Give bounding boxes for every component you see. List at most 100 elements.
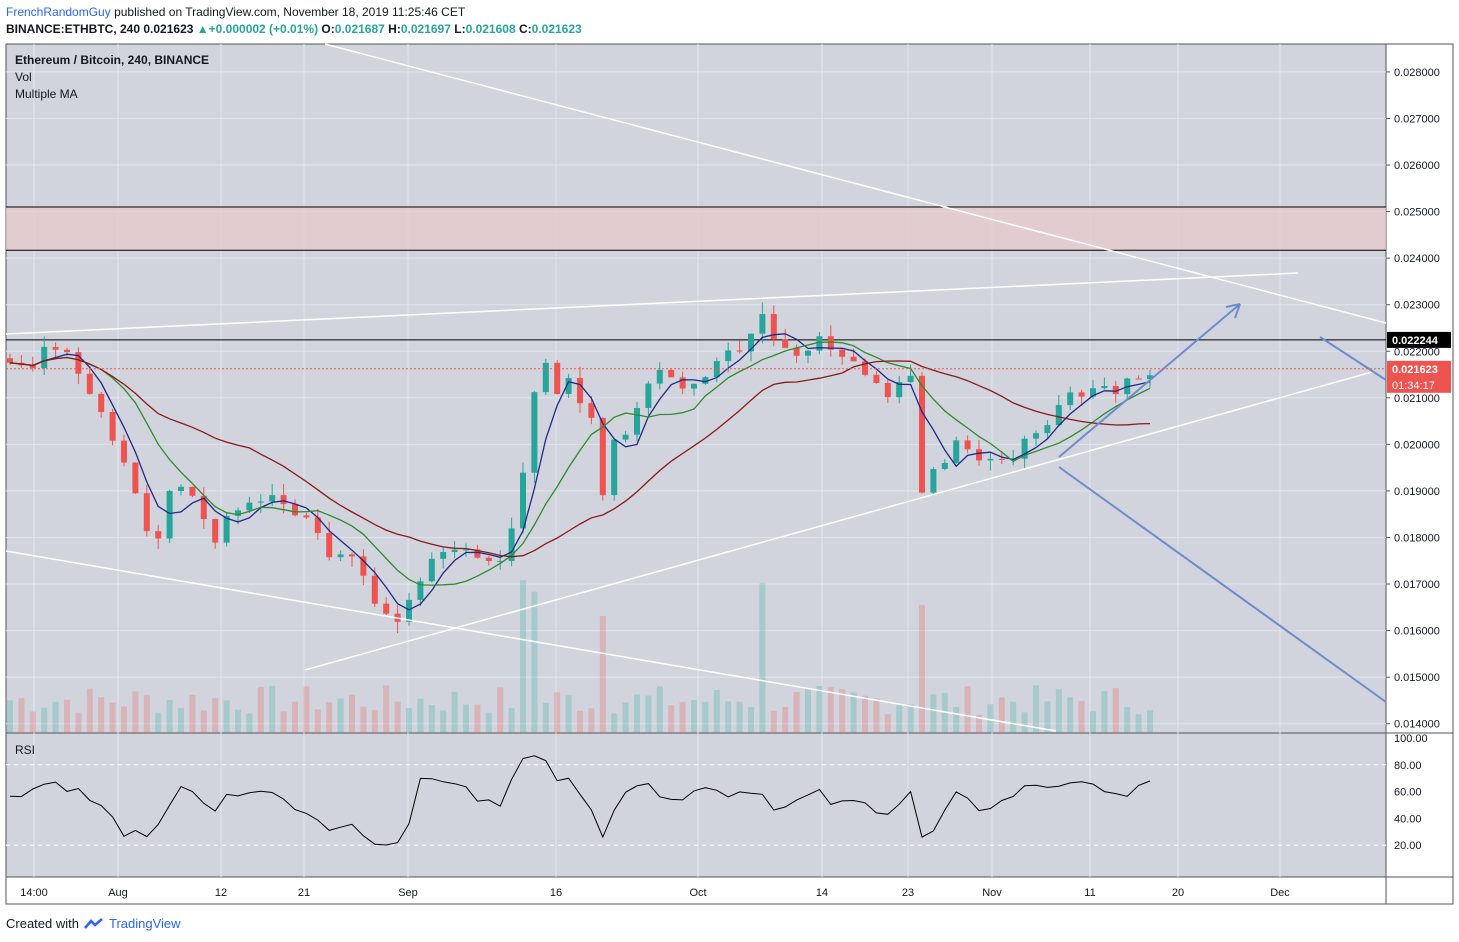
candle-body bbox=[1044, 425, 1051, 434]
rsi-tick-label: 80.00 bbox=[1394, 760, 1422, 772]
candle-body bbox=[1033, 433, 1039, 439]
open-label: O: bbox=[321, 22, 335, 36]
volume-bar bbox=[417, 698, 424, 733]
time-axis bbox=[6, 877, 1386, 904]
candle-body bbox=[75, 352, 82, 374]
volume-bar bbox=[998, 697, 1005, 733]
candle-body bbox=[485, 557, 492, 562]
volume-bar bbox=[1090, 711, 1096, 733]
ma-slow-line bbox=[9, 356, 1151, 558]
candle-body bbox=[86, 373, 93, 394]
candle-body bbox=[417, 581, 424, 600]
volume-bar bbox=[702, 701, 709, 733]
volume-bar bbox=[976, 714, 982, 733]
author-link[interactable]: FrenchRandomGuy bbox=[6, 5, 111, 19]
bearish-projection-line bbox=[1058, 466, 1387, 703]
chart-frame bbox=[5, 43, 1454, 905]
candle-body bbox=[1135, 378, 1142, 380]
volume-bar bbox=[52, 701, 59, 733]
candle-body bbox=[474, 549, 481, 558]
volume-bar bbox=[109, 702, 116, 733]
current-price-tag bbox=[1387, 360, 1451, 393]
candle-body bbox=[280, 495, 287, 505]
candle-body bbox=[428, 558, 435, 582]
volume-bar bbox=[64, 699, 70, 733]
volume-bar bbox=[827, 687, 834, 733]
time-tick-label: Sep bbox=[398, 887, 418, 899]
volume-bar bbox=[18, 698, 25, 733]
volume-bar bbox=[577, 710, 583, 733]
volume-bar bbox=[223, 700, 230, 733]
price-tick-label: 0.023000 bbox=[1394, 300, 1440, 312]
volume-bar bbox=[725, 701, 732, 733]
low-value: 0.021608 bbox=[465, 22, 516, 36]
volume-bar bbox=[463, 704, 469, 733]
volume-bar bbox=[371, 709, 378, 733]
volume-bar bbox=[166, 700, 173, 733]
published-text: published on TradingView.com, November 1… bbox=[114, 5, 466, 19]
volume-bar bbox=[884, 714, 891, 733]
volume-bar bbox=[839, 689, 846, 733]
candle-body bbox=[759, 314, 766, 334]
volume-bar bbox=[143, 695, 150, 733]
price-tick-label: 0.022000 bbox=[1394, 346, 1440, 358]
volume-bar bbox=[759, 583, 766, 733]
volume-bar bbox=[919, 604, 925, 733]
candle-body bbox=[497, 560, 504, 562]
candle-body bbox=[1055, 405, 1062, 426]
candle-body bbox=[29, 365, 36, 369]
volume-bar bbox=[280, 711, 287, 733]
volume-bar bbox=[611, 713, 618, 733]
volume-bar bbox=[428, 705, 435, 733]
candle-body bbox=[656, 369, 663, 384]
time-tick-label: 23 bbox=[902, 887, 914, 899]
candle-body bbox=[178, 486, 184, 491]
candle-body bbox=[132, 462, 139, 494]
time-tick-label: Oct bbox=[689, 887, 706, 899]
candle-body bbox=[246, 502, 253, 511]
chart-legend-title: Ethereum / Bitcoin, 240, BINANCE bbox=[15, 53, 210, 67]
upper-channel-trendline bbox=[5, 272, 1299, 335]
low-label: L: bbox=[454, 22, 466, 36]
time-tick-label: 16 bbox=[550, 887, 562, 899]
volume-bar bbox=[1101, 691, 1108, 733]
candle-body bbox=[200, 495, 207, 519]
candle-body bbox=[463, 549, 469, 551]
price-tick-label: 0.028000 bbox=[1394, 67, 1440, 79]
candle-body bbox=[406, 599, 412, 622]
candle-body bbox=[235, 510, 241, 516]
candle-body bbox=[1147, 375, 1153, 380]
price-tick-label: 0.027000 bbox=[1394, 113, 1440, 125]
open-value: 0.021687 bbox=[334, 22, 385, 36]
volume-bar bbox=[1067, 697, 1074, 733]
volume-bar bbox=[542, 702, 549, 733]
price-tick-label: 0.024000 bbox=[1394, 253, 1440, 265]
candle-body bbox=[850, 356, 857, 362]
volume-bar bbox=[121, 706, 127, 733]
volume-bar bbox=[394, 701, 401, 733]
volume-bar bbox=[554, 692, 561, 733]
candle-body bbox=[542, 362, 549, 393]
rsi-line bbox=[9, 755, 1151, 846]
volume-bar bbox=[1010, 701, 1017, 733]
candle-body bbox=[440, 552, 447, 559]
candle-body bbox=[725, 350, 732, 362]
volume-bar bbox=[565, 695, 572, 733]
volume-bar bbox=[713, 689, 720, 733]
volume-bar bbox=[1135, 714, 1142, 733]
candle-body bbox=[770, 314, 777, 340]
volume-bar bbox=[1021, 712, 1028, 733]
candle-body bbox=[508, 528, 515, 561]
footer: Created with TradingView bbox=[6, 916, 181, 931]
candle-body bbox=[223, 515, 230, 543]
candle-body bbox=[565, 378, 572, 394]
volume-bar bbox=[292, 701, 298, 733]
candle-body bbox=[953, 440, 960, 463]
bearish-projection-segment bbox=[1319, 336, 1387, 381]
volume-bar bbox=[1044, 701, 1051, 733]
candle-body bbox=[360, 556, 367, 576]
tradingview-brand-link[interactable]: TradingView bbox=[108, 916, 181, 931]
volume-bar bbox=[1147, 710, 1153, 733]
candle-body bbox=[634, 408, 640, 435]
